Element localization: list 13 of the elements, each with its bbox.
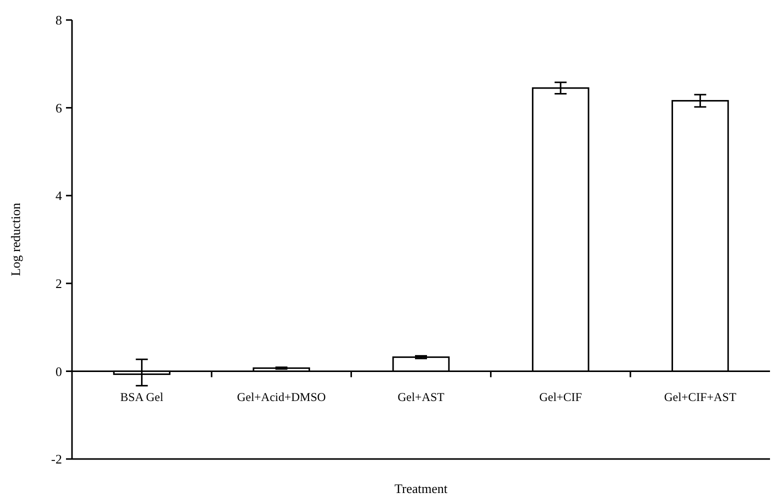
x-tick-label: BSA Gel (120, 390, 164, 404)
x-tick-label: Gel+Acid+DMSO (236, 390, 326, 404)
x-tick-label: Gel+AST (398, 390, 446, 404)
y-tick-label: 6 (56, 100, 62, 116)
y-axis-title: Log reduction (8, 202, 23, 276)
x-tick-label: Gel+CIF+AST (664, 390, 737, 404)
y-tick-label: -2 (51, 452, 62, 467)
x-axis-title: Treatment (394, 481, 448, 496)
x-tick-label: Gel+CIF (539, 390, 582, 404)
y-tick-label: 2 (56, 276, 62, 291)
y-tick-label: 4 (56, 188, 62, 204)
y-tick-label: 0 (56, 364, 62, 379)
y-tick-label: 8 (56, 12, 62, 28)
